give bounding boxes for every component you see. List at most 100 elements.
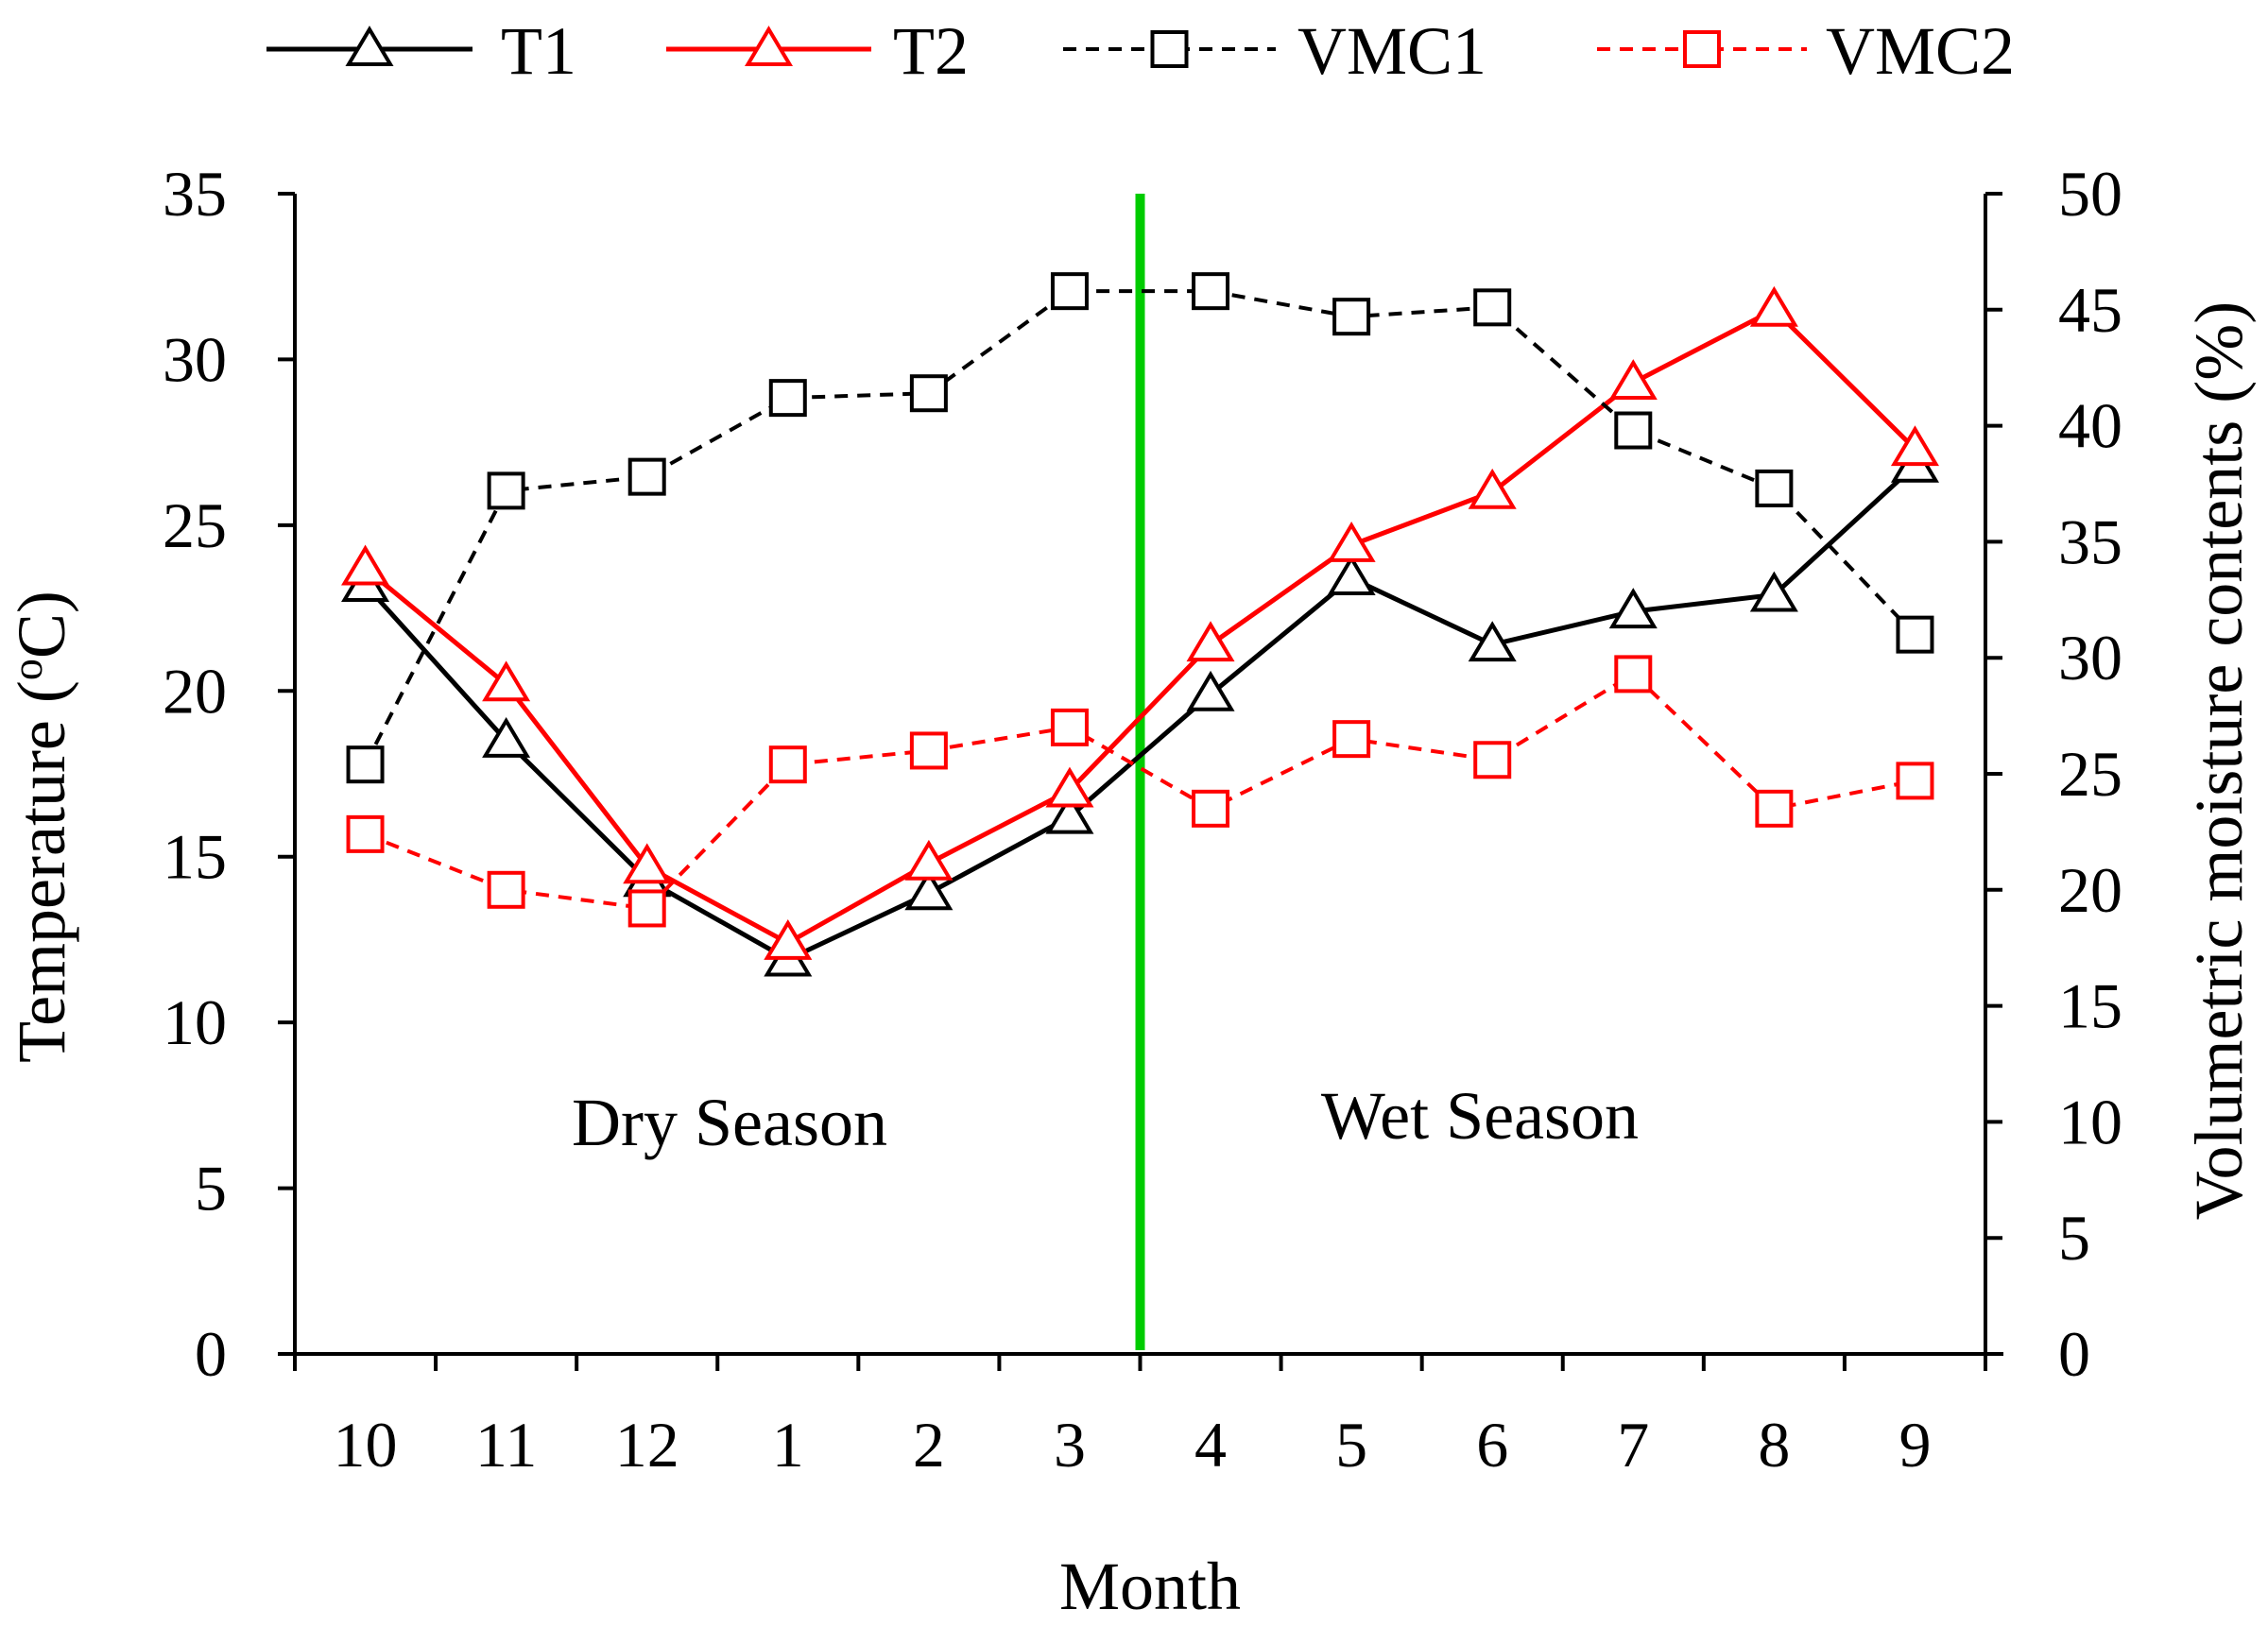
x-tick-label: 8 bbox=[1758, 1409, 1790, 1481]
data-point-vmc2 bbox=[1050, 708, 1089, 746]
data-point-vmc1 bbox=[487, 471, 525, 510]
data-point-t2 bbox=[1468, 468, 1517, 509]
legend-label-t1: T1 bbox=[501, 13, 576, 89]
data-point-vmc1 bbox=[627, 457, 666, 496]
x-tick-label: 7 bbox=[1617, 1409, 1649, 1481]
data-point-vmc2 bbox=[1473, 741, 1512, 779]
data-point-vmc2 bbox=[1332, 720, 1371, 759]
legend-label-vmc1: VMC1 bbox=[1297, 13, 1486, 89]
legend-item-vmc2: VMC2 bbox=[1597, 13, 2015, 89]
data-point-t2 bbox=[1327, 521, 1376, 562]
legend-marker-t2 bbox=[744, 26, 794, 66]
legend-label-t2: T2 bbox=[893, 13, 969, 89]
data-point-t2 bbox=[764, 919, 813, 960]
annotation-wet-season: Wet Season bbox=[1321, 1078, 1639, 1154]
right-y-tick-label: 0 bbox=[2058, 1318, 2090, 1390]
data-point-t1 bbox=[1045, 793, 1094, 834]
data-point-t1 bbox=[1327, 555, 1376, 595]
data-point-vmc2 bbox=[768, 745, 807, 784]
data-point-vmc1 bbox=[1050, 272, 1089, 311]
annotation-dry-season: Dry Season bbox=[572, 1085, 887, 1160]
left-y-tick-label: 20 bbox=[163, 655, 227, 727]
data-point-t1 bbox=[482, 717, 531, 758]
data-point-t1 bbox=[1468, 621, 1517, 662]
data-point-vmc2 bbox=[1896, 762, 1934, 800]
series-line-t1 bbox=[363, 463, 1917, 963]
x-tick-label: 6 bbox=[1476, 1409, 1508, 1481]
left-y-tick-label: 5 bbox=[195, 1153, 227, 1225]
data-point-t2 bbox=[341, 544, 390, 586]
data-point-vmc2 bbox=[346, 814, 385, 853]
x-tick-label: 9 bbox=[1899, 1409, 1931, 1481]
left-y-axis-title: Temperature (oC) bbox=[3, 591, 79, 1063]
data-point-vmc1 bbox=[1332, 298, 1371, 336]
legend-label-vmc2: VMC2 bbox=[1826, 13, 2015, 89]
x-tick-label: 10 bbox=[334, 1409, 398, 1481]
x-tick-label: 3 bbox=[1054, 1409, 1086, 1481]
left-y-tick-label: 0 bbox=[195, 1318, 227, 1390]
x-tick-label: 1 bbox=[772, 1409, 804, 1481]
left-y-tick-label: 25 bbox=[163, 489, 227, 561]
data-point-t2 bbox=[1749, 285, 1798, 327]
data-point-t1 bbox=[1608, 588, 1658, 629]
left-y-tick-label: 10 bbox=[163, 986, 227, 1058]
data-point-vmc2 bbox=[1614, 655, 1653, 694]
data-point-vmc1 bbox=[1896, 615, 1934, 654]
series-vmc2 bbox=[346, 655, 1934, 928]
series-line-t2 bbox=[363, 306, 1917, 946]
left-y-axis-title-main: Temperature ( bbox=[4, 680, 79, 1063]
data-point-t2 bbox=[1890, 425, 1939, 467]
left-y-tick-label: 15 bbox=[163, 821, 227, 893]
ticks: 10 11 12 1 2 3 4 5 6 7 8 90510152025303505101520253… bbox=[163, 158, 2122, 1481]
legend-marker-vmc2 bbox=[1683, 30, 1721, 68]
data-point-vmc1 bbox=[1755, 469, 1794, 507]
right-y-tick-label: 40 bbox=[2058, 390, 2122, 462]
data-point-t2 bbox=[1045, 766, 1094, 808]
left-y-axis-title-sup: o bbox=[3, 659, 51, 680]
series-line-vmc2 bbox=[364, 671, 1916, 911]
series-group bbox=[341, 272, 1939, 977]
data-point-t2 bbox=[623, 843, 672, 884]
left-y-tick-label: 35 bbox=[163, 158, 227, 230]
right-y-tick-label: 20 bbox=[2058, 854, 2122, 926]
data-point-vmc2 bbox=[909, 731, 948, 770]
data-point-vmc2 bbox=[487, 870, 525, 909]
right-y-tick-label: 50 bbox=[2058, 158, 2122, 230]
data-point-t2 bbox=[1608, 359, 1658, 400]
data-point-t1 bbox=[1186, 670, 1235, 711]
data-point-t2 bbox=[1186, 621, 1235, 662]
right-y-tick-label: 15 bbox=[2058, 970, 2122, 1042]
data-point-t2 bbox=[904, 839, 954, 881]
right-y-tick-label: 25 bbox=[2058, 738, 2122, 810]
data-point-t1 bbox=[904, 869, 954, 911]
x-tick-label: 5 bbox=[1335, 1409, 1367, 1481]
data-point-vmc2 bbox=[1192, 789, 1230, 828]
x-tick-label: 11 bbox=[475, 1409, 537, 1481]
x-axis-title: Month bbox=[1059, 1549, 1241, 1624]
data-point-vmc1 bbox=[909, 374, 948, 413]
data-point-vmc2 bbox=[627, 889, 666, 928]
data-point-vmc1 bbox=[1473, 288, 1512, 327]
series-vmc1 bbox=[346, 272, 1934, 784]
x-tick-label: 4 bbox=[1194, 1409, 1227, 1481]
data-point-t2 bbox=[482, 660, 531, 702]
data-point-vmc1 bbox=[1614, 411, 1653, 450]
legend-marker-vmc1 bbox=[1150, 30, 1189, 68]
legend-item-t2: T2 bbox=[666, 13, 969, 89]
legend-item-vmc1: VMC1 bbox=[1063, 13, 1486, 89]
right-y-tick-label: 35 bbox=[2058, 505, 2122, 577]
right-y-tick-label: 45 bbox=[2058, 274, 2122, 346]
left-y-axis-title-unit: C) bbox=[4, 591, 79, 659]
data-point-vmc1 bbox=[1192, 272, 1230, 311]
legend-item-t1: T1 bbox=[266, 13, 576, 89]
right-y-axis-title: Volumetric moisture contents (%) bbox=[2181, 301, 2257, 1220]
right-y-tick-label: 30 bbox=[2058, 622, 2122, 694]
x-tick-label: 12 bbox=[615, 1409, 679, 1481]
legend-marker-t1 bbox=[345, 26, 394, 66]
series-t2 bbox=[341, 285, 1939, 960]
right-y-tick-label: 5 bbox=[2058, 1202, 2090, 1274]
right-y-tick-label: 10 bbox=[2058, 1086, 2122, 1157]
data-point-vmc1 bbox=[768, 379, 807, 418]
data-point-vmc1 bbox=[346, 745, 385, 784]
